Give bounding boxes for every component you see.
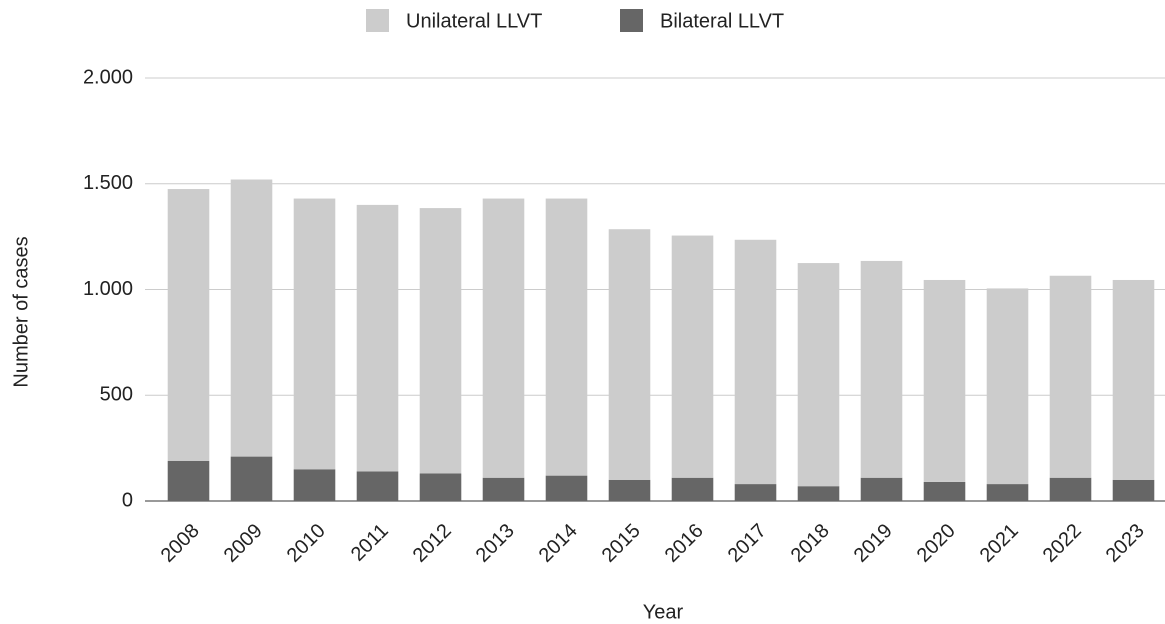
bar-segment: [608, 229, 651, 480]
bar-segment: [1049, 275, 1092, 478]
legend-swatch: [620, 9, 643, 32]
bar-segment: [230, 179, 273, 457]
y-tick-label: 0: [122, 489, 133, 511]
bar-segment: [986, 288, 1029, 485]
bar-segment: [356, 471, 399, 501]
bar-segment: [860, 260, 903, 478]
x-tick-label: 2020: [913, 520, 960, 567]
y-tick-label: 1.000: [83, 278, 133, 300]
bar-segment: [671, 477, 714, 501]
bar-segment: [482, 198, 525, 478]
bar-segment: [797, 486, 840, 501]
y-tick-label: 2.000: [83, 66, 133, 88]
bar-segment: [545, 475, 588, 501]
bar-segment: [1112, 479, 1155, 501]
bar-segment: [860, 477, 903, 501]
x-tick-label: 2011: [347, 520, 393, 566]
bar-segment: [482, 477, 525, 501]
y-axis-title: Number of cases: [10, 236, 32, 387]
bar-segment: [734, 484, 777, 501]
legend-swatch: [366, 9, 389, 32]
x-tick-label: 2019: [850, 520, 897, 567]
x-tick-label: 2012: [409, 520, 456, 567]
x-tick-label: 2023: [1102, 520, 1149, 567]
bar-segment: [230, 456, 273, 501]
bar-segment: [608, 479, 651, 501]
x-tick-label: 2021: [976, 520, 1023, 567]
bar-segment: [797, 263, 840, 487]
bar-segment: [167, 189, 210, 461]
x-tick-label: 2014: [535, 520, 582, 567]
bar-segment: [356, 204, 399, 472]
x-tick-label: 2022: [1039, 520, 1086, 567]
bar-segment: [545, 198, 588, 476]
x-tick-label: 2013: [472, 520, 519, 567]
bar-segment: [419, 208, 462, 474]
bar-segment: [293, 469, 336, 501]
bar-segment: [419, 473, 462, 501]
legend-label: Unilateral LLVT: [406, 10, 542, 32]
bar-segment: [734, 239, 777, 485]
bar-segment: [923, 481, 966, 501]
x-tick-label: 2008: [157, 520, 204, 567]
bar-segment: [293, 198, 336, 470]
bar-segment: [671, 235, 714, 478]
x-tick-label: 2015: [598, 520, 645, 567]
bar-segment: [1112, 279, 1155, 480]
y-tick-label: 1.500: [83, 172, 133, 194]
x-tick-label: 2016: [661, 520, 708, 567]
legend-label: Bilateral LLVT: [660, 10, 784, 32]
bar-segment: [1049, 477, 1092, 501]
x-tick-label: 2009: [220, 520, 267, 567]
x-tick-label: 2017: [724, 520, 771, 567]
bar-segment: [923, 279, 966, 482]
x-tick-label: 2010: [283, 520, 330, 567]
bar-segment: [167, 460, 210, 501]
x-axis-title: Year: [643, 601, 684, 623]
x-tick-label: 2018: [787, 520, 834, 567]
y-tick-label: 500: [100, 384, 133, 406]
bar-segment: [986, 484, 1029, 501]
